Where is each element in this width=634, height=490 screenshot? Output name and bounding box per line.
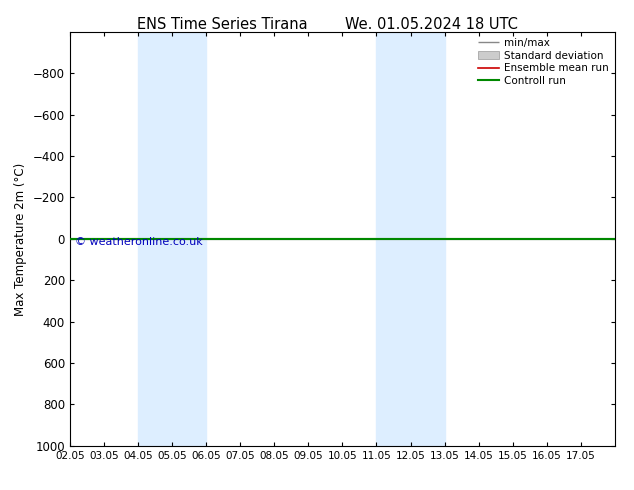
Text: ENS Time Series Tirana: ENS Time Series Tirana <box>136 17 307 32</box>
Y-axis label: Max Temperature 2m (°C): Max Temperature 2m (°C) <box>14 162 27 316</box>
Text: We. 01.05.2024 18 UTC: We. 01.05.2024 18 UTC <box>345 17 517 32</box>
Bar <box>138 32 206 446</box>
Bar <box>377 32 444 446</box>
Text: © weatheronline.co.uk: © weatheronline.co.uk <box>75 237 203 247</box>
Legend: min/max, Standard deviation, Ensemble mean run, Controll run: min/max, Standard deviation, Ensemble me… <box>474 34 613 90</box>
